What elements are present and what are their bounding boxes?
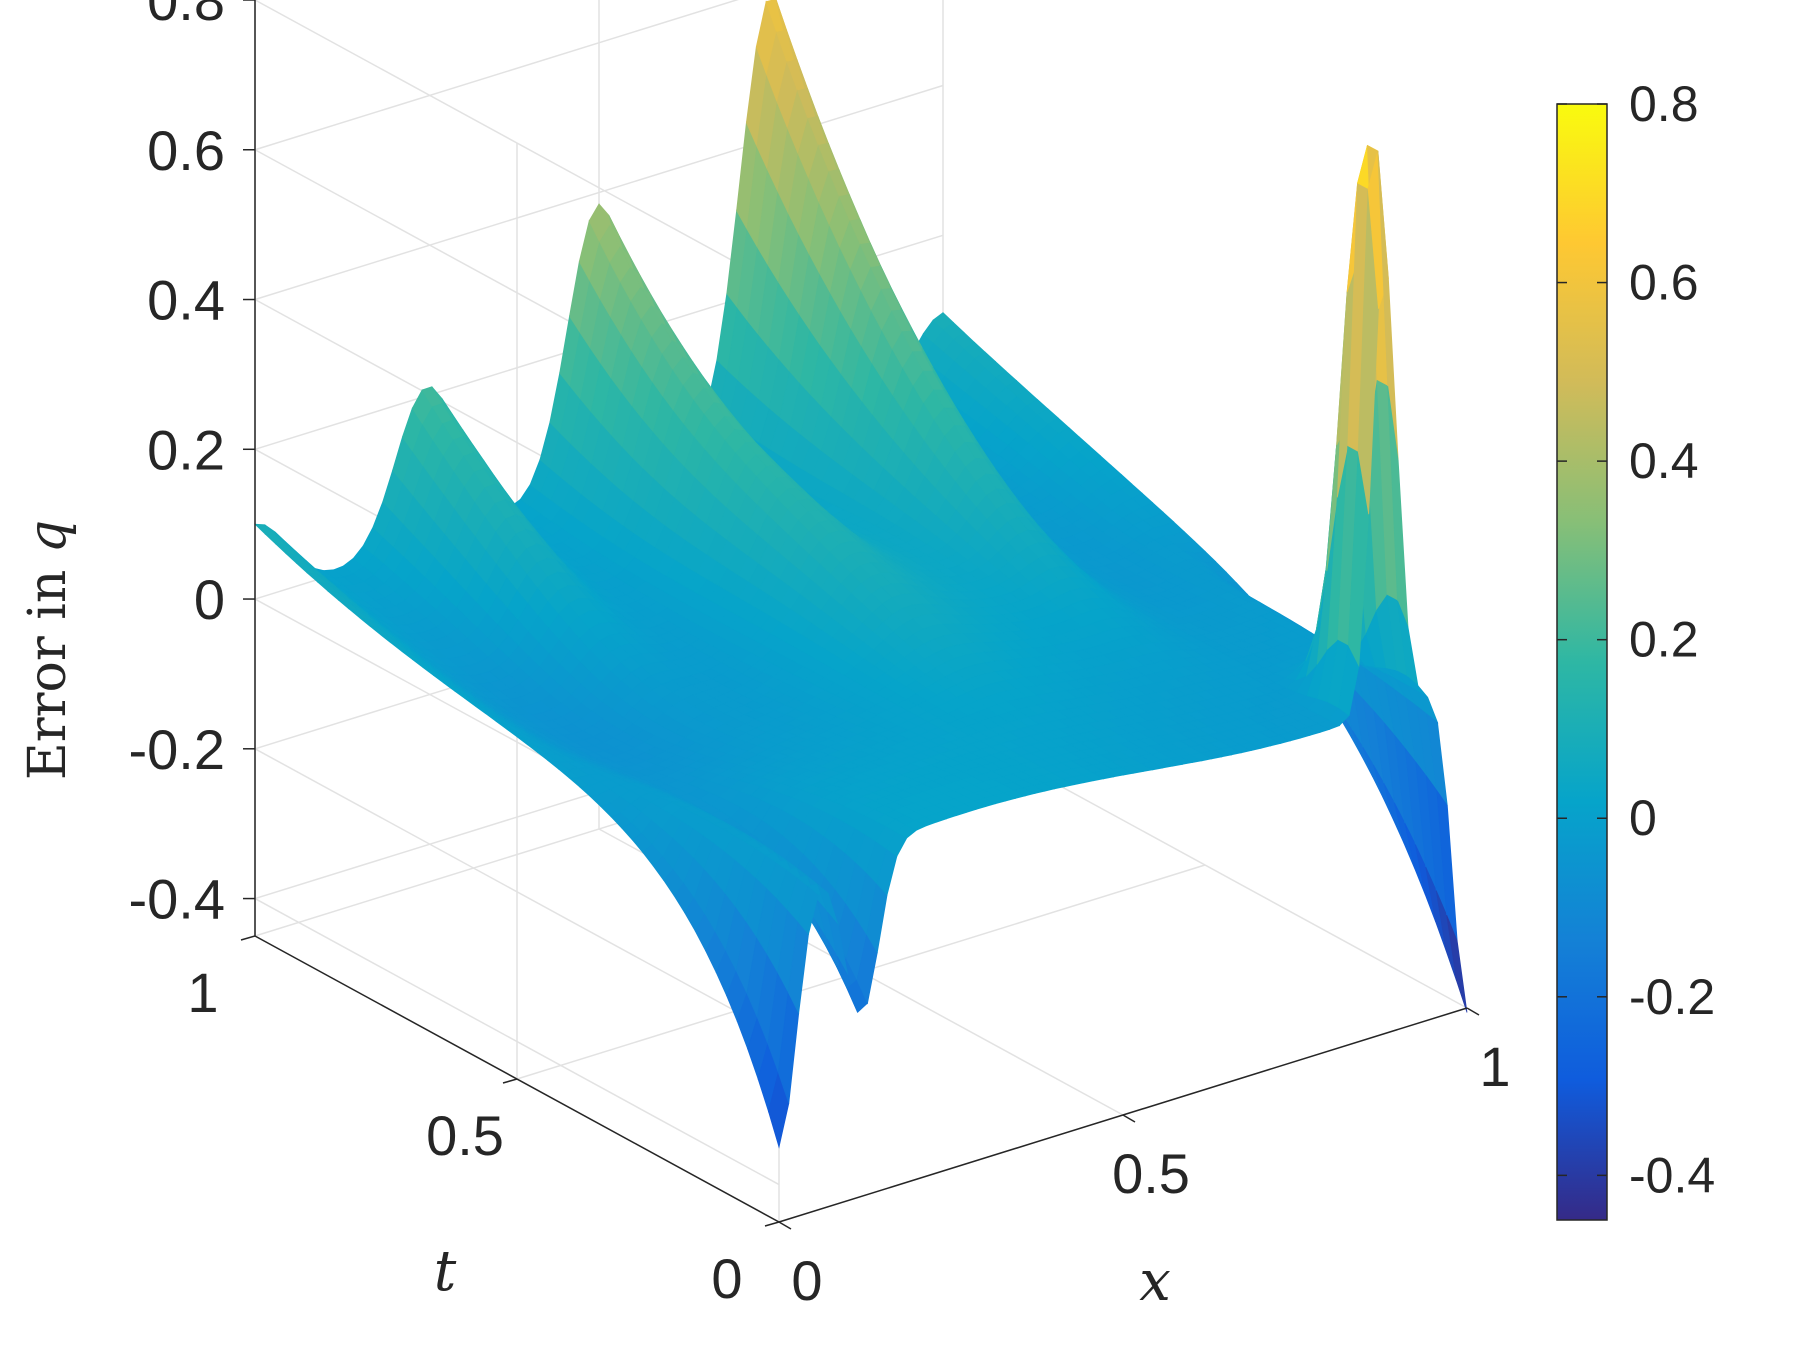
t-tick-label: 1 [187,961,218,1024]
x-tick-mark [778,1221,792,1230]
x-axis-label: x [1139,1249,1171,1314]
t-tick-label: 0.5 [426,1104,504,1167]
x-tick-label: 0.5 [1112,1142,1190,1205]
colorbar-tick-label: -0.2 [1629,969,1715,1025]
tick-labels: 0 0.5 1 0 0.5 1 -0.4 -0.2 0 0.2 0.4 0.6 0.8 [129,0,1511,1312]
z-tick-label: 0.4 [147,269,225,332]
z-tick-label: -0.2 [129,718,226,781]
z-tick-label: 0.6 [147,119,225,182]
x-tick-mark [1122,1114,1136,1123]
error-surface [253,0,1468,1149]
x-tick-label: 1 [1479,1035,1510,1098]
colorbar-tick-label: -0.4 [1629,1147,1715,1203]
colorbar-tick-label: 0.8 [1629,76,1699,132]
z-tick-label: 0.8 [147,0,225,32]
t-tick-mark [240,935,256,941]
x-tick-label: 0 [791,1249,822,1312]
t-tick-mark [764,1221,780,1227]
z-tick-label: 0 [194,568,225,631]
z-tick-label: -0.4 [129,868,226,931]
colorbar-tick-label: 0.6 [1629,255,1699,311]
z-axis-label-prefix: Error in [18,553,78,780]
colorbar: -0.4 -0.2 0 0.2 0.4 0.6 0.8 [1556,76,1715,1221]
z-tick-label: 0.2 [147,418,225,481]
axes-frame [240,0,1480,1230]
colorbar-ticks: -0.4 -0.2 0 0.2 0.4 0.6 0.8 [1557,76,1715,1203]
z-axis-label-var: q [18,520,78,553]
x-tick-mark [1466,1007,1480,1016]
t-tick-mark [502,1078,518,1084]
colorbar-tick-label: 0.2 [1629,612,1699,668]
surface-patch [1446,915,1468,1013]
t-tick-label: 0 [711,1247,742,1310]
colorbar-gradient [1556,103,1608,1221]
colorbar-tick-label: 0.4 [1629,433,1699,489]
t-axis-label: t [434,1239,457,1304]
colorbar-tick-label: 0 [1629,790,1657,846]
z-axis-label: Error in q [18,520,78,780]
